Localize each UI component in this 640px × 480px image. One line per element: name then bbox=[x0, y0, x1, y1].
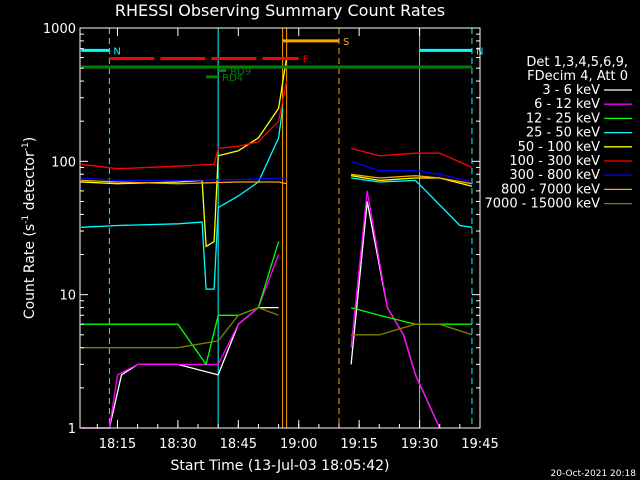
series-line-6 bbox=[81, 160, 473, 183]
legend: Det 1,3,4,5,6,9, FDecim 4, Att 0 3 - 6 k… bbox=[485, 55, 632, 212]
legend-label-6: 300 - 800 keV bbox=[509, 168, 600, 183]
status-bar-label-0: N bbox=[113, 46, 120, 57]
legend-label-7: 800 - 7000 keV bbox=[501, 182, 600, 197]
timestamp: 20-Oct-2021 20:18 bbox=[551, 469, 637, 479]
y-axis-label-mid: detector bbox=[22, 151, 38, 215]
status-bar-label-3: S bbox=[343, 37, 349, 48]
x-axis: 18:15 18:30 18:45 19:00 19:15 19:30 19:45 bbox=[96, 28, 499, 452]
x-axis-label: Start Time (13-Jul-03 18:05:42) bbox=[170, 458, 389, 474]
y-axis-label-end: ) bbox=[22, 137, 38, 142]
y-axis-label-sup1: -1 bbox=[21, 215, 31, 224]
legend-label-5: 100 - 300 keV bbox=[509, 154, 600, 169]
y-tick-label-1: 10 bbox=[59, 289, 76, 304]
legend-label-0: 3 - 6 keV bbox=[542, 83, 600, 98]
y-axis-label-sup2: -1 bbox=[21, 142, 31, 151]
legend-label-3: 25 - 50 keV bbox=[526, 126, 600, 141]
x-tick-label-4: 19:15 bbox=[340, 437, 377, 452]
series-line-3 bbox=[81, 108, 472, 290]
series-line-8 bbox=[81, 306, 473, 349]
series-line-5 bbox=[81, 80, 473, 170]
series-line-7 bbox=[81, 173, 473, 185]
status-bar-label-2: F bbox=[303, 55, 309, 66]
legend-label-1: 6 - 12 keV bbox=[534, 97, 600, 112]
legend-header-line2: FDecim 4, Att 0 bbox=[527, 69, 628, 84]
status-bar-label-4: RD9 bbox=[230, 67, 251, 78]
legend-label-8: 7000 - 15000 keV bbox=[485, 197, 601, 212]
y-tick-label-2: 100 bbox=[51, 155, 76, 170]
y-tick-label-0: 1 bbox=[68, 422, 76, 437]
series-lines bbox=[81, 57, 473, 429]
x-tick-label-2: 18:45 bbox=[220, 437, 257, 452]
x-tick-label-3: 19:00 bbox=[280, 437, 317, 452]
status-bar-label-5: RD4 bbox=[222, 73, 243, 84]
x-tick-label-1: 18:30 bbox=[159, 437, 196, 452]
x-tick-label-5: 19:30 bbox=[401, 437, 438, 452]
series-line-1 bbox=[81, 190, 441, 429]
plot-frame bbox=[79, 27, 481, 429]
chart-title: RHESSI Observing Summary Count Rates bbox=[115, 1, 445, 20]
x-tick-label-0: 18:15 bbox=[99, 437, 136, 452]
y-axis-label: Count Rate (s-1 detector-1) bbox=[21, 137, 38, 319]
vertical-lines bbox=[108, 28, 473, 428]
legend-header-line1: Det 1,3,4,5,6,9, bbox=[526, 55, 628, 70]
legend-label-4: 50 - 100 keV bbox=[518, 140, 601, 155]
y-axis: 1 10 100 1000 bbox=[43, 22, 480, 437]
x-tick-label-6: 19:45 bbox=[461, 437, 498, 452]
y-tick-label-3: 1000 bbox=[43, 22, 76, 37]
legend-label-2: 12 - 25 keV bbox=[526, 111, 600, 126]
y-axis-label-main: Count Rate (s bbox=[22, 224, 38, 319]
